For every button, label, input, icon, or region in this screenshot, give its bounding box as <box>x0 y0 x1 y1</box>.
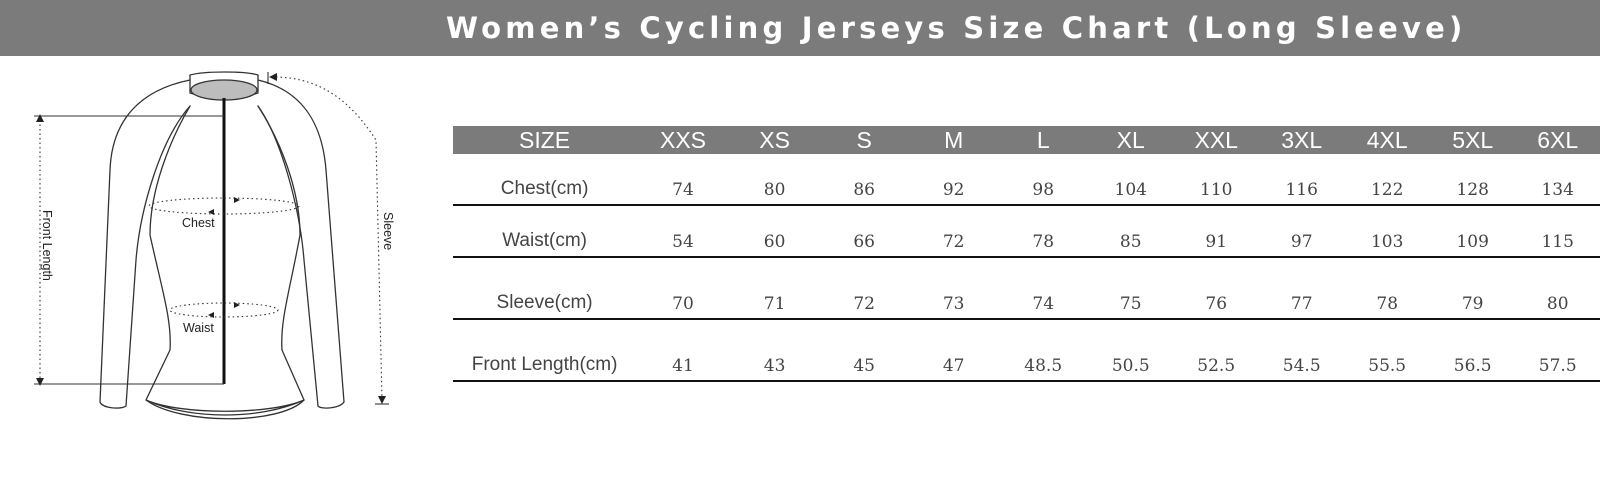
size-header-cell: XXL <box>1173 126 1259 154</box>
size-header-row: SIZE XXS XS S M L XL XXL 3XL 4XL 5XL 6XL <box>453 126 1600 154</box>
table-cell: 52.5 <box>1173 319 1259 382</box>
table-cell: 103 <box>1344 205 1430 258</box>
table-cell: 72 <box>908 205 999 258</box>
table-cell: 109 <box>1429 205 1516 258</box>
size-chart-table: SIZE XXS XS S M L XL XXL 3XL 4XL 5XL 6XL… <box>453 126 1600 382</box>
table-cell: 56.5 <box>1429 319 1516 382</box>
table-cell: 74 <box>998 257 1088 320</box>
row-label-sleeve: Sleeve(cm) <box>453 257 637 320</box>
table-row-front-length: Front Length(cm) 41 43 45 47 48.5 50.5 5… <box>453 319 1600 382</box>
size-header-cell: 3XL <box>1258 126 1345 154</box>
size-header-cell: S <box>819 126 909 154</box>
table-cell: 122 <box>1344 154 1430 206</box>
title-bar: Women’s Cycling Jerseys Size Chart (Long… <box>0 0 1600 56</box>
table-cell: 45 <box>819 319 909 382</box>
jersey-diagram: Chest Waist Front Length Sleeve <box>34 71 395 420</box>
front-length-arrow-up <box>36 114 44 122</box>
table-cell: 97 <box>1258 205 1345 258</box>
table-cell: 47 <box>908 319 999 382</box>
table-cell: 76 <box>1173 257 1259 320</box>
table-cell: 78 <box>1344 257 1430 320</box>
waist-guide <box>169 302 279 318</box>
sleeve-arrow-end <box>378 396 386 404</box>
table-cell: 77 <box>1258 257 1345 320</box>
left-sleeve-outline <box>99 79 191 409</box>
table-cell: 71 <box>729 257 820 320</box>
table-cell: 98 <box>998 154 1088 206</box>
table-cell: 79 <box>1429 257 1516 320</box>
chest-arrow-left <box>208 209 214 215</box>
waist-arrow-left <box>208 312 214 318</box>
table-cell: 75 <box>1088 257 1174 320</box>
table-cell: 57.5 <box>1515 319 1600 382</box>
collar-opening <box>190 79 258 101</box>
table-cell: 66 <box>819 205 909 258</box>
table-cell: 60 <box>729 205 820 258</box>
table-cell: 116 <box>1258 154 1345 206</box>
table-cell: 72 <box>819 257 909 320</box>
table-cell: 128 <box>1429 154 1516 206</box>
body-outline <box>145 105 305 420</box>
table-cell: 78 <box>998 205 1088 258</box>
table-cell: 104 <box>1088 154 1174 206</box>
table-cell: 80 <box>729 154 820 206</box>
table-cell: 54.5 <box>1258 319 1345 382</box>
hem-curve <box>145 399 305 416</box>
table-cell: 70 <box>636 257 730 320</box>
sleeve-label: Sleeve <box>381 212 395 250</box>
table-cell: 134 <box>1515 154 1600 206</box>
front-length-label: Front Length <box>40 210 54 281</box>
table-cell: 91 <box>1173 205 1259 258</box>
waist-label: Waist <box>183 321 214 335</box>
table-row-waist: Waist(cm) 54 60 66 72 78 85 91 97 103 10… <box>453 205 1600 258</box>
table-cell: 92 <box>908 154 999 206</box>
table-cell: 48.5 <box>998 319 1088 382</box>
size-header-label: SIZE <box>453 126 637 154</box>
chest-label: Chest <box>182 216 215 230</box>
table-cell: 54 <box>636 205 730 258</box>
table-row-sleeve: Sleeve(cm) 70 71 72 73 74 75 76 77 78 79… <box>453 257 1600 320</box>
waist-arrow-right <box>234 302 240 308</box>
size-header-cell: M <box>908 126 999 154</box>
size-header-cell: 4XL <box>1344 126 1430 154</box>
table-cell: 110 <box>1173 154 1259 206</box>
sleeve-arrow-start <box>269 73 277 81</box>
table-cell: 86 <box>819 154 909 206</box>
table-cell: 41 <box>636 319 730 382</box>
size-header-cell: L <box>998 126 1088 154</box>
table-cell: 50.5 <box>1088 319 1174 382</box>
right-sleeve-outline <box>257 79 345 409</box>
size-header-cell: XS <box>729 126 820 154</box>
table-cell: 43 <box>729 319 820 382</box>
row-label-chest: Chest(cm) <box>453 154 637 206</box>
size-header-cell: XL <box>1088 126 1174 154</box>
table-cell: 73 <box>908 257 999 320</box>
table-cell: 55.5 <box>1344 319 1430 382</box>
chest-arrow-right <box>234 197 240 203</box>
table-row-chest: Chest(cm) 74 80 86 92 98 104 110 116 122… <box>453 154 1600 206</box>
size-header-cell: 5XL <box>1429 126 1516 154</box>
front-length-arrow-down <box>36 378 44 386</box>
chest-guide <box>148 197 300 215</box>
row-label-front-length: Front Length(cm) <box>453 319 637 382</box>
table-cell: 80 <box>1515 257 1600 320</box>
table-cell: 85 <box>1088 205 1174 258</box>
size-header-cell: XXS <box>636 126 730 154</box>
table-cell: 115 <box>1515 205 1600 258</box>
table-cell: 74 <box>636 154 730 206</box>
page-title: Women’s Cycling Jerseys Size Chart (Long… <box>446 11 1467 45</box>
row-label-waist: Waist(cm) <box>453 205 637 258</box>
size-header-cell: 6XL <box>1515 126 1600 154</box>
